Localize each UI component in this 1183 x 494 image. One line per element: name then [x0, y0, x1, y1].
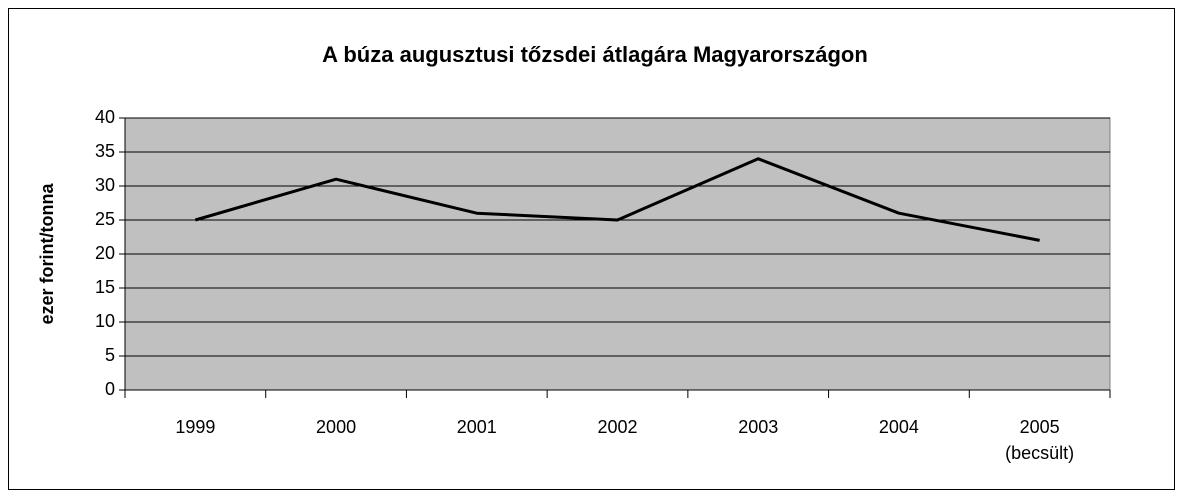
y-tick-label: 0 — [105, 379, 115, 399]
y-tick-label: 40 — [95, 107, 115, 127]
y-axis-label: ezer forint/tonna — [37, 183, 57, 325]
y-tick-label: 25 — [95, 209, 115, 229]
x-tick-label: 2002 — [597, 417, 637, 437]
chart-title: A búza augusztusi tőzsdei átlagára Magya… — [322, 42, 868, 67]
y-tick-label: 10 — [95, 311, 115, 331]
line-series — [194, 157, 1040, 242]
y-tick-label: 15 — [95, 277, 115, 297]
x-tick-label: 2004 — [879, 417, 919, 437]
y-tick-label: 35 — [95, 141, 115, 161]
x-tick-label: 2001 — [457, 417, 497, 437]
y-tick-label: 5 — [105, 345, 115, 365]
x-tick-label: 2003 — [738, 417, 778, 437]
x-tick-label: 2005 (becsült) — [1005, 417, 1074, 463]
y-tick-label: 20 — [95, 243, 115, 263]
x-tick-label: 2000 — [316, 417, 356, 437]
x-tick-label: 1999 — [175, 417, 215, 437]
y-tick-label: 30 — [95, 175, 115, 195]
